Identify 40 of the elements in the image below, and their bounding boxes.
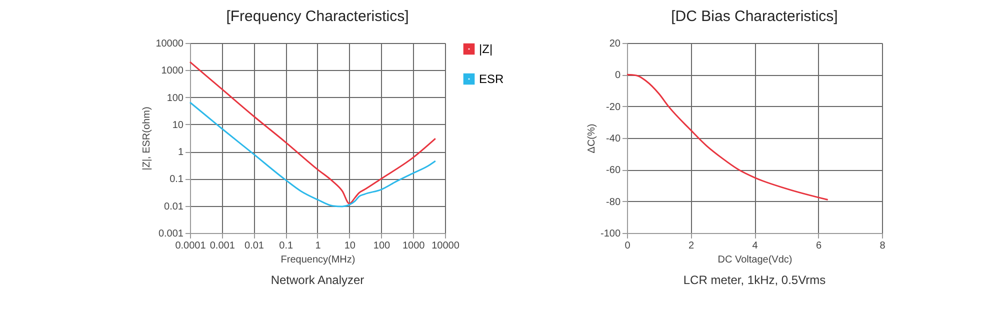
- y-tick-label: -80: [606, 196, 621, 208]
- x-tick-label: 1000: [402, 240, 426, 252]
- legend-label: ESR: [479, 72, 504, 86]
- y-tick-label: -40: [606, 134, 621, 144]
- x-tick-label: 2: [688, 240, 694, 252]
- x-tick-label: 0.01: [244, 240, 264, 252]
- x-tick-label: 0.1: [279, 240, 294, 252]
- y-tick-label: 1000: [161, 66, 184, 77]
- y-tick-label: -100: [600, 228, 621, 240]
- y-tick-label: 100: [166, 92, 184, 104]
- x-axis-title: DC Voltage(Vdc): [718, 254, 792, 266]
- y-axis-title: ΔC(%): [586, 124, 598, 154]
- text: LCR meter, 1kHz, 0.5Vrms: [683, 273, 826, 287]
- y-tick-label: 0.01: [164, 201, 184, 212]
- chart-title: [Frequency Characteristics]: [226, 8, 409, 25]
- x-tick-label: 8: [880, 240, 886, 252]
- x-tick-label: 0.0001: [175, 240, 206, 252]
- x-tick-label: 6: [816, 240, 822, 252]
- text: Network Analyzer: [270, 273, 364, 287]
- y-tick-label: 0.001: [158, 228, 184, 240]
- y-axis-title: |Z|, ESR(ohm): [142, 106, 153, 170]
- legend-label: |Z|: [479, 42, 493, 56]
- x-tick-label: 0.001: [210, 240, 236, 252]
- y-tick-label: 1: [178, 147, 184, 158]
- y-tick-label: 10000: [156, 38, 184, 50]
- chart-title: [DC Bias Characteristics]: [671, 8, 838, 25]
- x-tick-label: 10: [344, 240, 356, 252]
- x-tick-label: 100: [373, 240, 391, 252]
- x-tick-label: 4: [752, 240, 758, 252]
- y-tick-label: -60: [606, 165, 621, 176]
- y-tick-label: 20: [609, 38, 621, 50]
- y-tick-label: 10: [172, 120, 184, 131]
- line-series: [626, 74, 829, 200]
- x-tick-label: 0: [624, 240, 631, 252]
- x-axis-title: Frequency(MHz): [280, 254, 356, 266]
- x-tick-label: 1: [315, 240, 322, 252]
- x-tick-label: 10000: [432, 240, 460, 252]
- y-tick-label: -20: [606, 102, 621, 113]
- y-tick-label: 0: [614, 70, 621, 82]
- y-tick-label: 0.1: [170, 174, 184, 186]
